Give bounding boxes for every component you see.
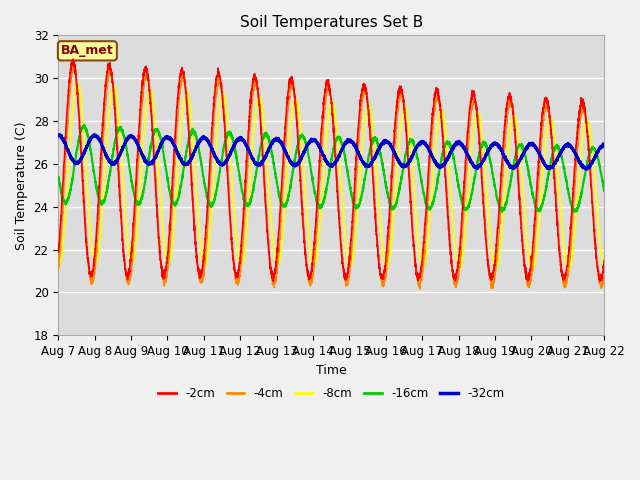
Legend: -2cm, -4cm, -8cm, -16cm, -32cm: -2cm, -4cm, -8cm, -16cm, -32cm bbox=[153, 382, 509, 404]
Text: BA_met: BA_met bbox=[61, 44, 114, 57]
Y-axis label: Soil Temperature (C): Soil Temperature (C) bbox=[15, 121, 28, 250]
Title: Soil Temperatures Set B: Soil Temperatures Set B bbox=[239, 15, 423, 30]
X-axis label: Time: Time bbox=[316, 363, 347, 377]
